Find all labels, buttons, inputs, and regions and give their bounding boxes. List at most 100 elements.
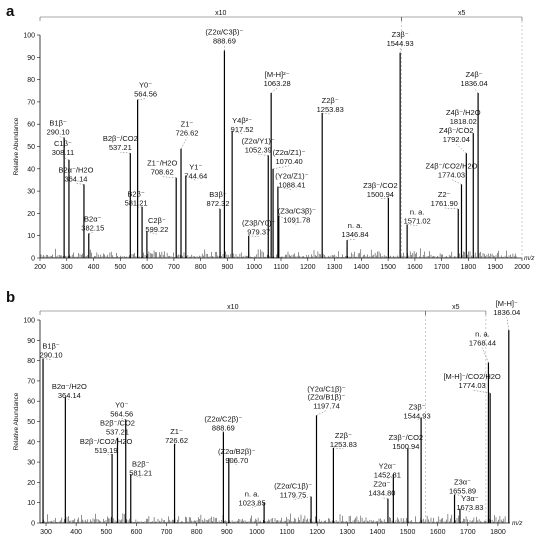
- peak-mz-label: 888.69: [212, 424, 235, 433]
- x-tick-label: 1300: [340, 529, 356, 536]
- peak-mz-label: 1253.83: [317, 105, 344, 114]
- peak-leader: [416, 417, 422, 421]
- peak-ion-label: B2β⁻/CO2: [100, 419, 135, 428]
- peak-mz-label: 364.14: [64, 174, 87, 183]
- peak-mz-label: 382.15: [81, 223, 104, 232]
- peak-ion-label: B2β⁻/CO2: [103, 134, 138, 143]
- peak-ion-label: B2α⁻/H2O: [58, 165, 93, 174]
- x-tick-label: 800: [195, 264, 207, 271]
- peak-mz-label: 1774.03: [459, 381, 486, 390]
- peak-mz-label: 290.10: [40, 351, 63, 360]
- y-tick-label: 30: [27, 189, 35, 196]
- y-tick-label: 90: [27, 338, 35, 345]
- peak-leader: [258, 154, 269, 156]
- peak-ion-label: [M-H]²⁻: [265, 70, 290, 79]
- peak-mz-label: 519.19: [95, 446, 118, 455]
- x-tick-label: 1200: [309, 529, 325, 536]
- peak-leader: [217, 207, 221, 210]
- peak-mz-label: 1500.94: [367, 190, 394, 199]
- x-tick-label: 1700: [460, 529, 476, 536]
- peak-mz-label: 1088.41: [278, 181, 305, 190]
- peak-ion-label: Y1⁻: [189, 162, 202, 171]
- peak-ion-label: (Z3α/C3β)⁻: [278, 207, 316, 216]
- x-tick-label: 200: [34, 264, 46, 271]
- peak-mz-label: 1655.89: [449, 487, 476, 496]
- peak-ion-label: (Z2α/B1β)⁻: [308, 392, 346, 401]
- peak-leader: [451, 179, 462, 185]
- peak-mz-label: 308.11: [52, 148, 74, 157]
- peak-ion-label: Z2α⁻: [373, 480, 390, 489]
- peak-leader: [380, 197, 389, 200]
- baseline-noise: [40, 248, 518, 258]
- x-tick-label: 700: [161, 529, 173, 536]
- peak-ion-label: Z3β⁻: [409, 402, 426, 411]
- peak-leader: [293, 496, 312, 500]
- x-tick-label: 1800: [490, 529, 506, 536]
- peak-ion-label: Y4β²⁻: [232, 116, 252, 125]
- x-tick-label: 500: [114, 264, 126, 271]
- y-tick-label: 20: [27, 211, 35, 218]
- x-tick-label: 900: [221, 529, 233, 536]
- panel-letter: a: [6, 3, 15, 20]
- x-tick-label: 300: [61, 264, 73, 271]
- peak-mz-label: 1500.94: [392, 442, 419, 451]
- peak-ion-label: B2β⁻: [132, 459, 149, 468]
- peak-ion-label: [M-H]⁻/CO2/H2O: [443, 372, 500, 381]
- y-tick-label: 90: [27, 55, 35, 62]
- x-tick-label: 1600: [430, 529, 446, 536]
- peak-mz-label: 744.64: [184, 171, 207, 180]
- peak-mz-label: 726.62: [176, 129, 199, 138]
- peak-mz-label: 1346.84: [342, 230, 369, 239]
- peak-leader: [405, 447, 409, 452]
- peak-ion-label: B2β⁻: [127, 190, 144, 199]
- peak-leader: [185, 175, 196, 181]
- y-tick-label: 20: [27, 480, 35, 487]
- peak-mz-label: 872.32: [207, 199, 230, 208]
- peak-ion-label: (Y2α/Z1)⁻: [275, 172, 308, 181]
- y-tick-label: 10: [27, 233, 35, 240]
- y-tick-label: 80: [27, 77, 35, 84]
- peak-leader: [180, 137, 188, 149]
- x-axis-title: m/z: [524, 255, 535, 262]
- x-tick-label: 600: [131, 529, 143, 536]
- peak-ion-label: Z3β⁻/CO2: [389, 433, 424, 442]
- peak-leader: [381, 497, 388, 499]
- peak-ion-label: (Z2α/C3β)⁻: [205, 28, 243, 37]
- peak-mz-label: 1023.85: [239, 499, 266, 508]
- peak-ion-label: (Z2α/C2β)⁻: [204, 415, 242, 424]
- peak-mz-label: 1544.93: [404, 411, 431, 420]
- peak-ion-label: (Z2α/Y1)⁻: [242, 136, 275, 145]
- peak-mz-label: 1434.80: [368, 489, 395, 498]
- peak-mz-label: 1818.02: [450, 117, 477, 126]
- peak-ion-label: Z1⁻/H2O: [147, 159, 177, 168]
- peak-ion-label: B3β⁻: [209, 190, 226, 199]
- x-tick-label: 1000: [246, 264, 262, 271]
- peak-leader: [444, 207, 459, 210]
- x-tick-label: 1500: [400, 529, 416, 536]
- peak-leader: [456, 144, 467, 154]
- peak-leader: [454, 494, 463, 496]
- peak-mz-label: 1761.90: [431, 199, 458, 208]
- x-tick-label: 1200: [300, 264, 316, 271]
- peak-leader: [473, 87, 479, 94]
- y-tick-label: 80: [27, 358, 35, 365]
- x-tick-label: 900: [222, 264, 234, 271]
- peak-leader: [43, 358, 52, 360]
- peak-leader: [278, 215, 297, 225]
- x-tick-label: 1400: [354, 264, 370, 271]
- y-tick-label: 50: [27, 144, 35, 151]
- zoom-label: x10: [215, 10, 226, 17]
- peak-leader: [506, 317, 510, 331]
- x-tick-label: 1600: [407, 264, 423, 271]
- peak-ion-label: Z4β⁻/CO2/H2O: [425, 161, 477, 170]
- x-tick-label: 1400: [370, 529, 386, 536]
- peak-ion-label: (Z3β/Y0)⁻: [242, 219, 275, 228]
- x-tick-label: 800: [191, 529, 203, 536]
- x-tick-label: 1000: [249, 529, 265, 536]
- y-axis-title: Relative Abundance: [13, 117, 20, 175]
- peak-mz-label: 1091.78: [283, 216, 310, 225]
- peak-ion-label: Z4β⁻/H2O: [446, 108, 481, 117]
- peak-leader: [162, 176, 177, 178]
- peak-mz-label: 1544.93: [387, 39, 414, 48]
